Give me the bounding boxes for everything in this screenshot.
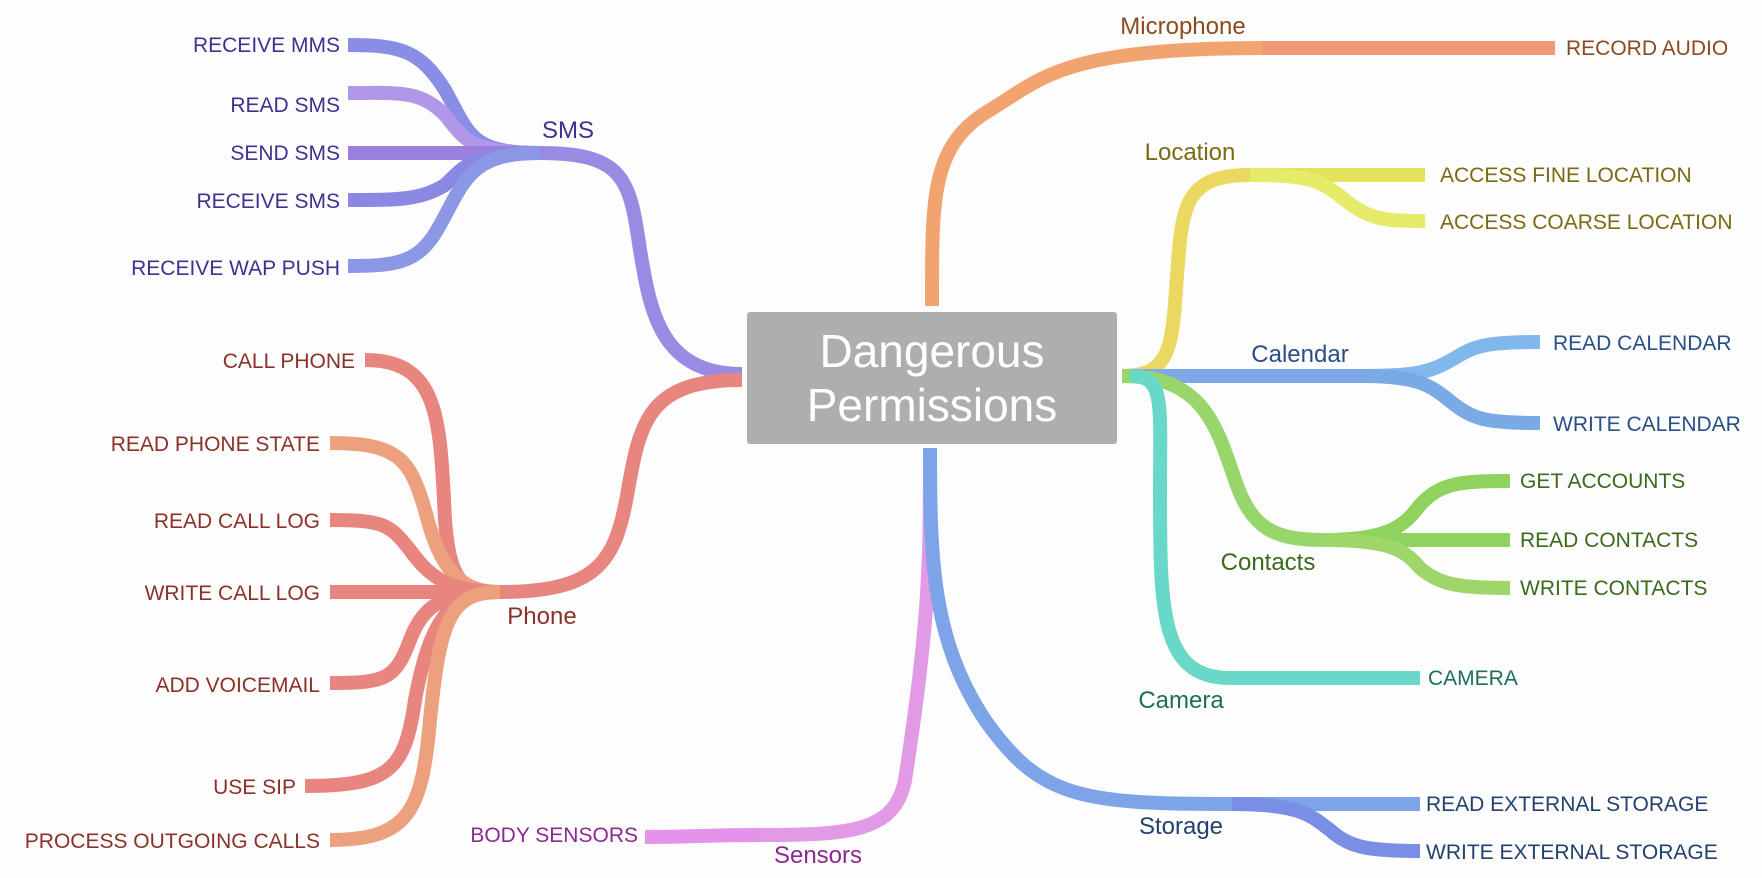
leaf-get-accounts: GET ACCOUNTS <box>1520 470 1685 493</box>
leaf-camera: CAMERA <box>1428 667 1518 690</box>
branch-location <box>1121 168 1251 383</box>
branch-write-contacts <box>1324 533 1511 595</box>
leaf-receive-mms: RECEIVE MMS <box>193 34 340 57</box>
branch-microphone <box>924 41 1263 307</box>
leaf-process-outgoing-calls: PROCESS OUTGOING CALLS <box>25 830 320 853</box>
leaf-labels: RECEIVE MMS READ SMS SEND SMS RECEIVE SM… <box>25 34 1741 864</box>
branch-process-outgoing-calls <box>329 585 501 847</box>
branch-storage <box>923 447 1233 811</box>
branch-body-sensors <box>644 828 761 844</box>
group-labels: SMS Phone Sensors Microphone Location Ca… <box>507 13 1348 869</box>
leaf-write-call-log: WRITE CALL LOG <box>145 582 320 605</box>
branch-phone <box>499 373 743 599</box>
branch-sms <box>539 146 743 381</box>
leaf-write-calendar: WRITE CALENDAR <box>1553 413 1741 436</box>
group-label-calendar: Calendar <box>1251 341 1348 368</box>
group-label-contacts: Contacts <box>1221 549 1316 576</box>
branch-write-calendar <box>1361 369 1541 430</box>
group-label-sms: SMS <box>542 117 594 144</box>
leaf-add-voicemail: ADD VOICEMAIL <box>155 674 320 697</box>
leaf-read-phone-state: READ PHONE STATE <box>111 433 320 456</box>
leaf-read-external-storage: READ EXTERNAL STORAGE <box>1426 793 1708 816</box>
branch-contacts <box>1121 369 1326 547</box>
group-label-camera: Camera <box>1138 687 1224 714</box>
leaf-read-contacts: READ CONTACTS <box>1520 529 1698 552</box>
group-label-location: Location <box>1145 139 1236 166</box>
leaf-use-sip: USE SIP <box>213 776 296 799</box>
branch-access-coarse-location <box>1249 168 1426 228</box>
leaf-read-calendar: READ CALENDAR <box>1553 332 1732 355</box>
leaf-record-audio: RECORD AUDIO <box>1566 37 1728 60</box>
group-label-phone: Phone <box>507 603 576 630</box>
leaf-read-call-log: READ CALL LOG <box>154 510 320 533</box>
group-branches <box>499 41 1362 842</box>
leaf-call-phone: CALL PHONE <box>223 350 355 373</box>
group-label-microphone: Microphone <box>1120 13 1245 40</box>
branch-sensors <box>759 447 937 842</box>
branch-camera <box>1129 369 1231 685</box>
group-label-sensors: Sensors <box>774 842 862 869</box>
leaf-branches <box>304 38 1555 858</box>
leaf-access-coarse-location: ACCESS COARSE LOCATION <box>1440 211 1733 234</box>
leaf-write-external-storage: WRITE EXTERNAL STORAGE <box>1426 841 1718 864</box>
leaf-receive-sms: RECEIVE SMS <box>196 190 340 213</box>
central-topic-line-2: Permissions <box>806 379 1058 431</box>
central-topic-line-1: Dangerous <box>819 325 1045 377</box>
leaf-access-fine-location: ACCESS FINE LOCATION <box>1440 164 1692 187</box>
leaf-read-sms: READ SMS <box>230 94 340 117</box>
leaf-body-sensors: BODY SENSORS <box>470 824 638 847</box>
group-label-storage: Storage <box>1139 813 1223 840</box>
central-topic[interactable]: Dangerous Permissions <box>747 312 1117 444</box>
branch-receive-wap-push <box>347 146 541 273</box>
branch-get-accounts <box>1324 474 1511 547</box>
leaf-send-sms: SEND SMS <box>230 142 340 165</box>
leaf-write-contacts: WRITE CONTACTS <box>1520 577 1707 600</box>
branch-write-external-storage <box>1231 797 1421 858</box>
leaf-receive-wap-push: RECEIVE WAP PUSH <box>131 257 340 280</box>
branch-call-phone <box>364 353 501 599</box>
